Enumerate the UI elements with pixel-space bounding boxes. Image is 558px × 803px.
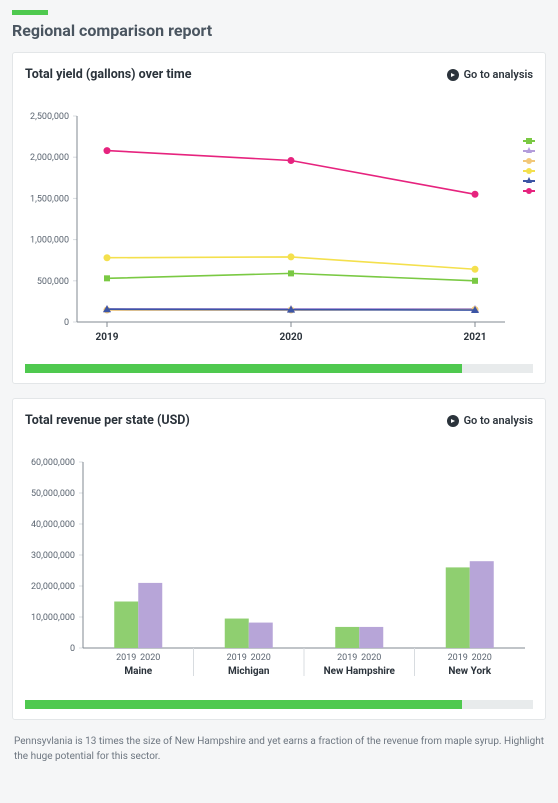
svg-text:40,000,000: 40,000,000 [31,520,75,530]
svg-text:Maine: Maine [124,666,152,677]
svg-text:2020: 2020 [140,653,160,663]
svg-text:0: 0 [64,318,69,328]
footnote: Pennsyvlania is 13 times the size of New… [14,734,544,764]
svg-text:2019: 2019 [448,653,468,663]
svg-text:20,000,000: 20,000,000 [31,582,75,592]
progress-fill [25,700,462,709]
svg-text:2,000,000: 2,000,000 [30,153,69,163]
svg-text:2020: 2020 [280,332,303,343]
progress-track[interactable] [25,364,533,373]
svg-text:New Hampshire: New Hampshire [324,666,396,677]
go-to-analysis-button[interactable]: Go to analysis [447,414,533,427]
legend-item [523,160,535,162]
svg-text:2019: 2019 [116,653,136,663]
svg-text:500,000: 500,000 [37,277,69,287]
yield-card: Total yield (gallons) over time Go to an… [12,52,546,384]
svg-text:2,500,000: 2,500,000 [30,112,69,122]
revenue-title: Total revenue per state (USD) [25,413,190,428]
svg-text:2020: 2020 [361,653,381,663]
svg-text:2020: 2020 [472,653,492,663]
svg-text:New York: New York [448,666,491,677]
svg-text:10,000,000: 10,000,000 [31,613,75,623]
svg-text:2020: 2020 [251,653,271,663]
legend-item [523,140,535,142]
play-icon [447,69,459,81]
svg-text:2021: 2021 [464,332,487,343]
svg-text:2019: 2019 [227,653,247,663]
accent-bar [12,10,48,15]
page-title: Regional comparison report [12,21,546,40]
legend-item [523,190,535,192]
go-to-analysis-label: Go to analysis [464,414,533,427]
svg-text:0: 0 [70,644,75,654]
progress-fill [25,364,462,373]
svg-text:30,000,000: 30,000,000 [31,551,75,561]
svg-text:2019: 2019 [337,653,357,663]
svg-text:2019: 2019 [96,332,119,343]
revenue-chart: 0 10,000,000 20,000,000 30,000,000 40,000,00… [25,438,533,688]
progress-track[interactable] [25,700,533,709]
svg-text:50,000,000: 50,000,000 [31,489,75,499]
revenue-card: Total revenue per state (USD) Go to anal… [12,398,546,720]
legend-item [523,150,535,152]
go-to-analysis-button[interactable]: Go to analysis [447,68,533,81]
play-icon [447,415,459,427]
svg-text:Michigan: Michigan [228,666,270,677]
yield-chart: 0 500,000 1,000,000 1,500,000 2,000,000 2,500… [25,92,533,352]
yield-title: Total yield (gallons) over time [25,67,191,82]
svg-text:1,500,000: 1,500,000 [30,194,69,204]
svg-text:1,000,000: 1,000,000 [30,236,69,246]
yield-legend [523,140,535,192]
svg-text:60,000,000: 60,000,000 [31,458,75,468]
legend-item [523,170,535,172]
go-to-analysis-label: Go to analysis [464,68,533,81]
legend-item [523,180,535,182]
